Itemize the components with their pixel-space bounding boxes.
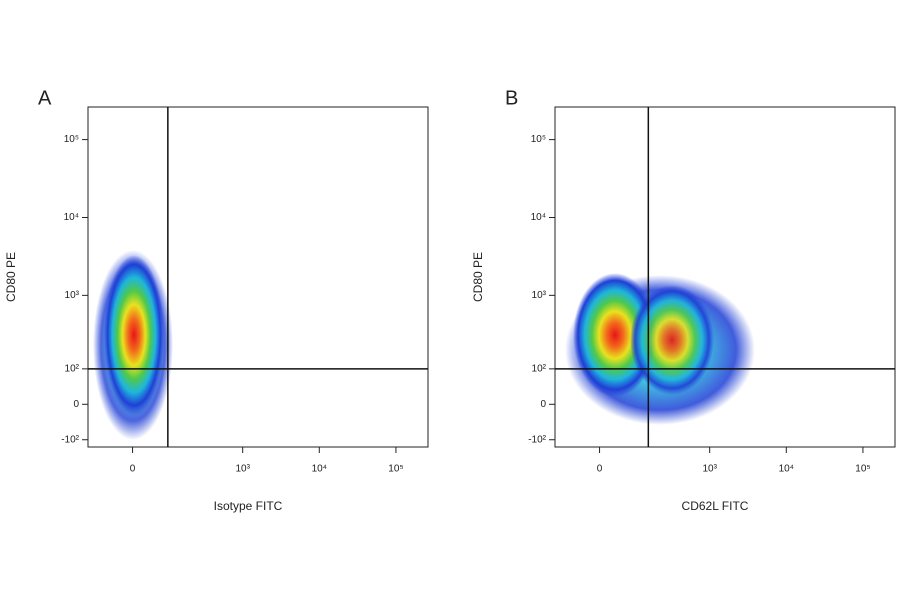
plot-frame [87,106,429,448]
y-tick-label: 10³ [65,290,80,301]
y-tick-label: -10² [528,434,546,445]
y-tick-label: 10⁴ [531,212,546,223]
density-cloud-a [93,250,173,440]
y-tick-label: 0 [73,399,79,410]
y-axis-label: CD80 PE [4,252,18,302]
y-axis-label: CD80 PE [471,252,485,302]
plot-frame [554,106,896,448]
y-tick-label: 10² [532,363,547,374]
x-tick-label: 10³ [702,464,717,475]
x-tick-label: 10⁵ [855,464,870,475]
x-tick-label: 0 [597,464,603,475]
x-tick-label: 10³ [235,464,250,475]
x-axis-label: Isotype FITC [214,499,283,513]
x-tick-label: 10⁴ [779,464,794,475]
x-tick-label: 0 [130,464,136,475]
y-tick-label: 10⁴ [64,212,79,223]
density-cloud-b [565,273,755,425]
y-tick-label: 10⁵ [531,134,546,145]
y-tick-label: 10⁵ [64,134,79,145]
panel-label: B [505,87,518,109]
y-tick-label: 10³ [532,290,547,301]
x-axis-label: CD62L FITC [682,499,749,513]
x-tick-label: 10⁵ [388,464,403,475]
panel-label: A [38,87,52,109]
x-tick-label: 10⁴ [312,464,327,475]
y-tick-label: 10² [65,363,80,374]
y-tick-label: -10² [61,434,79,445]
y-tick-label: 0 [540,399,546,410]
